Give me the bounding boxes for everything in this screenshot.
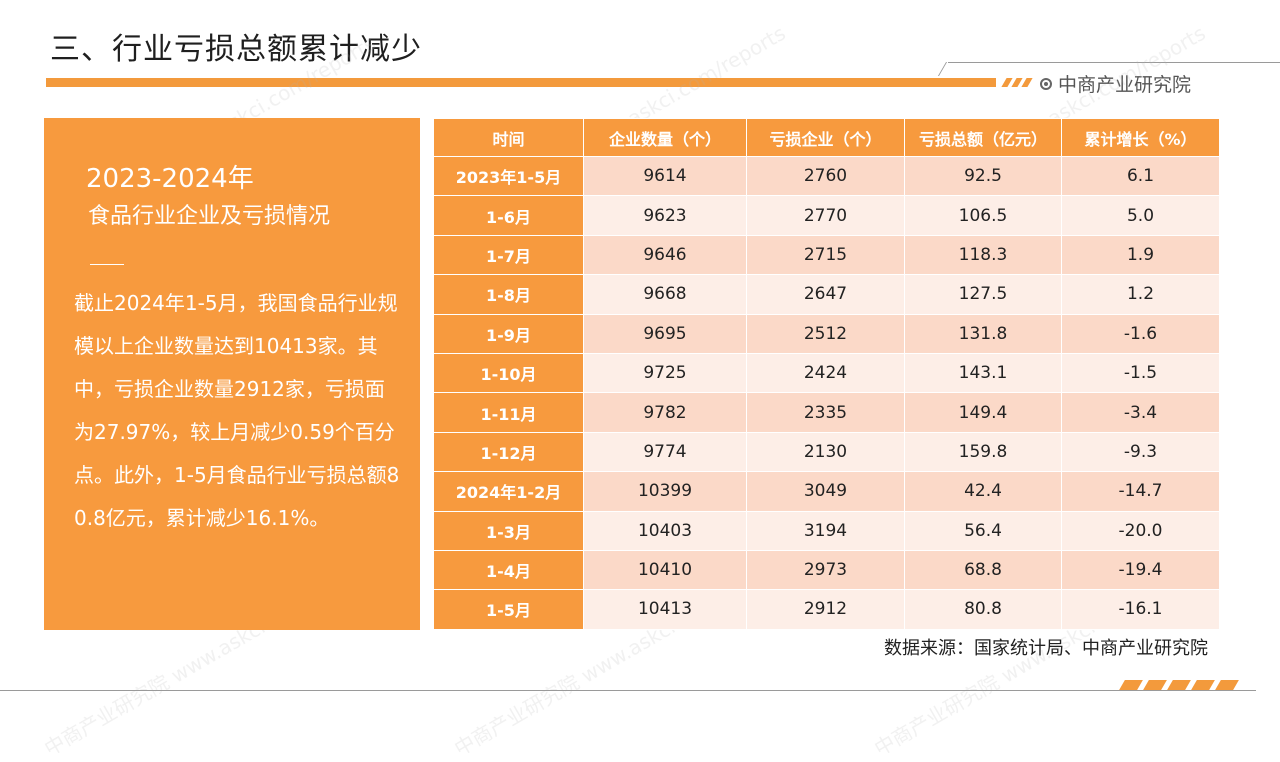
row-period-cell: 1-12月 xyxy=(433,431,584,473)
header-total-loss: 亏损总额（亿元） xyxy=(904,118,1062,157)
table-cell: 127.5 xyxy=(904,274,1062,315)
summary-panel: 2023-2024年 食品行业企业及亏损情况 截止2024年1-5月，我国食品行… xyxy=(44,118,420,630)
table-cell: -16.1 xyxy=(1061,589,1220,630)
table-cell: 10410 xyxy=(583,549,747,591)
header-cumulative-growth: 累计增长（%） xyxy=(1061,118,1220,157)
table-cell: 149.4 xyxy=(904,392,1062,433)
table-cell: 2647 xyxy=(746,274,905,315)
table-row: 1-9月 9695 2512 131.8 -1.6 xyxy=(433,313,1220,354)
table-cell: 9774 xyxy=(583,431,747,473)
table-cell: -1.6 xyxy=(1061,313,1220,354)
table-row: 1-4月 10410 2973 68.8 -19.4 xyxy=(433,549,1220,591)
table-cell: 2424 xyxy=(746,352,905,394)
table-cell: 1.2 xyxy=(1061,274,1220,315)
table-cell: 2335 xyxy=(746,392,905,433)
row-period-cell: 1-10月 xyxy=(433,352,584,394)
table-cell: 5.0 xyxy=(1061,195,1220,236)
table-cell: 92.5 xyxy=(904,155,1062,197)
table-row: 1-8月 9668 2647 127.5 1.2 xyxy=(433,274,1220,315)
row-period-cell: 1-11月 xyxy=(433,392,584,433)
table-header-row: 时间 企业数量（个） 亏损企业（个） 亏损总额（亿元） 累计增长（%） xyxy=(433,118,1220,157)
row-period-cell: 2023年1-5月 xyxy=(433,155,584,197)
brand-name: 中商产业研究院 xyxy=(1058,74,1192,96)
table-row: 1-11月 9782 2335 149.4 -3.4 xyxy=(433,392,1220,433)
row-period-cell: 1-8月 xyxy=(433,274,584,315)
table-cell: 2130 xyxy=(746,431,905,473)
row-period-cell: 1-3月 xyxy=(433,510,584,551)
table-cell: -19.4 xyxy=(1061,549,1220,591)
table-cell: 9623 xyxy=(583,195,747,236)
table-cell: -14.7 xyxy=(1061,471,1220,512)
table-cell: 9614 xyxy=(583,155,747,197)
table-cell: 9725 xyxy=(583,352,747,394)
table-row: 1-5月 10413 2912 80.8 -16.1 xyxy=(433,589,1220,630)
table-cell: 1.9 xyxy=(1061,234,1220,276)
table-cell: 3049 xyxy=(746,471,905,512)
table-cell: 56.4 xyxy=(904,510,1062,551)
table-cell: 3194 xyxy=(746,510,905,551)
title-divider-line xyxy=(948,62,1280,63)
title-accent-bar xyxy=(46,78,996,87)
data-source-note: 数据来源：国家统计局、中商产业研究院 xyxy=(884,638,1208,659)
table-cell: 80.8 xyxy=(904,589,1062,630)
table-cell: -9.3 xyxy=(1061,431,1220,473)
table-cell: 10403 xyxy=(583,510,747,551)
table-row: 2024年1-2月 10399 3049 42.4 -14.7 xyxy=(433,471,1220,512)
table-cell: 2770 xyxy=(746,195,905,236)
footer-divider-line xyxy=(0,690,1256,691)
table-cell: -1.5 xyxy=(1061,352,1220,394)
row-period-cell: 2024年1-2月 xyxy=(433,471,584,512)
table-cell: 2912 xyxy=(746,589,905,630)
table-cell: 68.8 xyxy=(904,549,1062,591)
panel-heading-years: 2023-2024年 xyxy=(86,164,254,194)
row-period-cell: 1-6月 xyxy=(433,195,584,236)
row-period-cell: 1-4月 xyxy=(433,549,584,591)
table-cell: 10399 xyxy=(583,471,747,512)
panel-body-text: 截止2024年1-5月，我国食品行业规模以上企业数量达到10413家。其中，亏损… xyxy=(74,291,400,530)
row-period-cell: 1-7月 xyxy=(433,234,584,276)
table-cell: 106.5 xyxy=(904,195,1062,236)
table-cell: 10413 xyxy=(583,589,747,630)
page-title: 三、行业亏损总额累计减少 xyxy=(50,32,422,67)
panel-heading-topic: 食品行业企业及亏损情况 xyxy=(88,204,331,229)
panel-divider xyxy=(90,264,124,265)
table-cell: -20.0 xyxy=(1061,510,1220,551)
target-circle-icon xyxy=(1040,77,1052,90)
header-time: 时间 xyxy=(433,118,584,157)
table-cell: 159.8 xyxy=(904,431,1062,473)
header-enterprise-count: 企业数量（个） xyxy=(583,118,747,157)
brand-label: 中商产业研究院 xyxy=(1040,70,1191,97)
table-row: 1-6月 9623 2770 106.5 5.0 xyxy=(433,195,1220,236)
table-cell: 143.1 xyxy=(904,352,1062,394)
table-row: 1-7月 9646 2715 118.3 1.9 xyxy=(433,234,1220,276)
table-cell: 2973 xyxy=(746,549,905,591)
table-cell: 42.4 xyxy=(904,471,1062,512)
table-row: 1-3月 10403 3194 56.4 -20.0 xyxy=(433,510,1220,551)
table-cell: 9695 xyxy=(583,313,747,354)
table-cell: 9646 xyxy=(583,234,747,276)
table-cell: 2760 xyxy=(746,155,905,197)
table-cell: -3.4 xyxy=(1061,392,1220,433)
table-cell: 9782 xyxy=(583,392,747,433)
table-cell: 2715 xyxy=(746,234,905,276)
table-row: 1-12月 9774 2130 159.8 -9.3 xyxy=(433,431,1220,473)
table-cell: 2512 xyxy=(746,313,905,354)
title-stripes-decoration xyxy=(1001,78,1033,87)
table-cell: 9668 xyxy=(583,274,747,315)
row-period-cell: 1-9月 xyxy=(433,313,584,354)
table-row: 2023年1-5月 9614 2760 92.5 6.1 xyxy=(433,155,1220,197)
title-divider-tick xyxy=(937,62,948,76)
table-cell: 6.1 xyxy=(1061,155,1220,197)
table-cell: 118.3 xyxy=(904,234,1062,276)
loss-data-table: 时间 企业数量（个） 亏损企业（个） 亏损总额（亿元） 累计增长（%） 2023… xyxy=(433,118,1220,630)
table-row: 1-10月 9725 2424 143.1 -1.5 xyxy=(433,352,1220,394)
footer-stripes-decoration xyxy=(1116,680,1246,690)
row-period-cell: 1-5月 xyxy=(433,589,584,630)
table-cell: 131.8 xyxy=(904,313,1062,354)
header-loss-enterprises: 亏损企业（个） xyxy=(746,118,905,157)
